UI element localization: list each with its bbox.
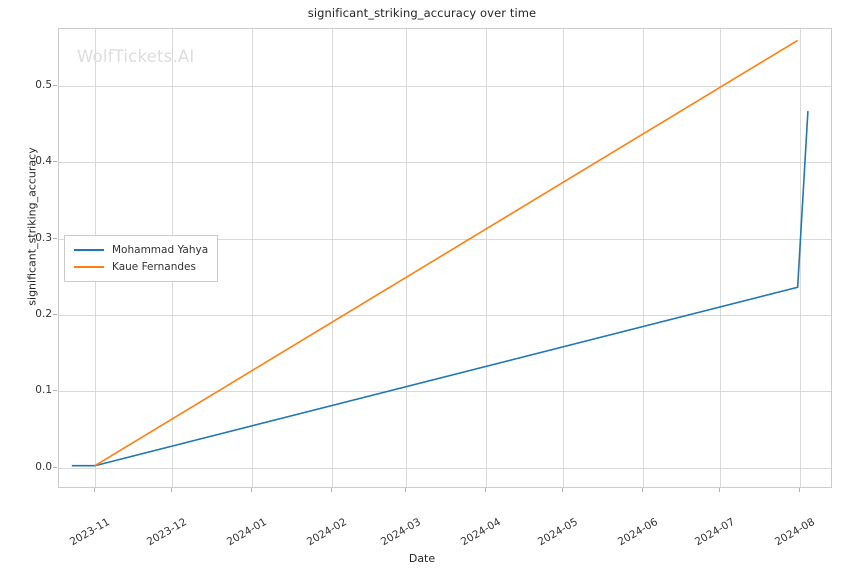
x-axis-tick-labels: 2023-11 2023-12 2024-01 2024-02 2024-03 2024-…	[58, 488, 832, 548]
series-line	[71, 110, 809, 467]
series-line	[94, 39, 799, 467]
legend-item[interactable]: Kaue Fernandes	[74, 258, 208, 275]
y-tick-mark	[53, 161, 57, 163]
x-tick-mark	[405, 488, 407, 492]
gridline-horizontal	[59, 315, 831, 317]
gridline-horizontal	[59, 391, 831, 393]
y-tick-mark	[53, 390, 57, 392]
series-lines	[71, 39, 809, 467]
legend-item[interactable]: Mohammad Yahya	[74, 241, 208, 258]
x-tick-mark	[94, 488, 95, 492]
gridline-horizontal	[59, 238, 831, 240]
gridline-vertical	[719, 29, 721, 487]
gridline-vertical	[251, 29, 253, 487]
y-tick-label: 0.1	[35, 384, 52, 397]
gridline-vertical	[406, 29, 408, 487]
y-axis-label: significant_striking_accuracy	[25, 147, 39, 306]
x-tick-label: 2024-03	[379, 515, 424, 549]
y-tick-label: 0.3	[35, 231, 52, 244]
watermark-label: WolfTickets.AI	[77, 47, 195, 66]
x-tick-mark	[798, 488, 800, 492]
x-tick-mark	[641, 488, 643, 492]
gridline-horizontal	[59, 86, 831, 88]
legend-swatch-icon	[74, 248, 104, 251]
gridline-vertical	[642, 29, 644, 487]
y-tick-label: 0.0	[35, 460, 52, 473]
x-tick-mark	[171, 488, 173, 492]
y-tick-mark	[53, 85, 57, 87]
x-tick-label: 2024-01	[224, 515, 269, 549]
y-tick-mark	[53, 237, 57, 239]
x-tick-mark	[718, 488, 720, 492]
y-tick-mark	[53, 314, 57, 316]
chart-title: significant_striking_accuracy over time	[307, 6, 537, 20]
gridline-vertical	[331, 29, 333, 487]
legend-label: Kaue Fernandes	[112, 260, 196, 273]
gridline-horizontal	[59, 162, 831, 164]
y-tick-label: 0.4	[35, 155, 52, 168]
x-tick-label: 2024-04	[458, 515, 503, 549]
y-tick-mark	[53, 466, 57, 468]
y-axis-tick-labels: 0.0 0.1 0.2 0.3 0.4 0.5	[0, 28, 57, 488]
x-tick-label: 2024-02	[304, 515, 349, 549]
x-tick-mark	[484, 488, 486, 492]
chart-legend: Mohammad Yahya Kaue Fernandes	[64, 235, 219, 282]
x-tick-label: 2023-11	[67, 515, 112, 549]
x-tick-mark	[562, 488, 563, 492]
y-tick-label: 0.5	[35, 79, 52, 92]
x-tick-mark	[330, 488, 332, 492]
legend-label: Mohammad Yahya	[112, 243, 209, 256]
x-tick-mark	[250, 488, 252, 492]
x-tick-label: 2024-05	[535, 515, 580, 549]
y-tick-label: 0.2	[35, 308, 52, 321]
x-tick-label: 2024-08	[772, 515, 817, 549]
x-axis-label: Date	[408, 552, 436, 565]
gridline-vertical	[485, 29, 487, 487]
legend-swatch-icon	[74, 265, 104, 268]
gridline-horizontal	[59, 467, 831, 469]
x-tick-label: 2023-12	[145, 515, 190, 549]
gridline-vertical	[563, 29, 564, 487]
x-tick-label: 2024-07	[692, 515, 737, 549]
x-tick-label: 2024-06	[615, 515, 660, 549]
